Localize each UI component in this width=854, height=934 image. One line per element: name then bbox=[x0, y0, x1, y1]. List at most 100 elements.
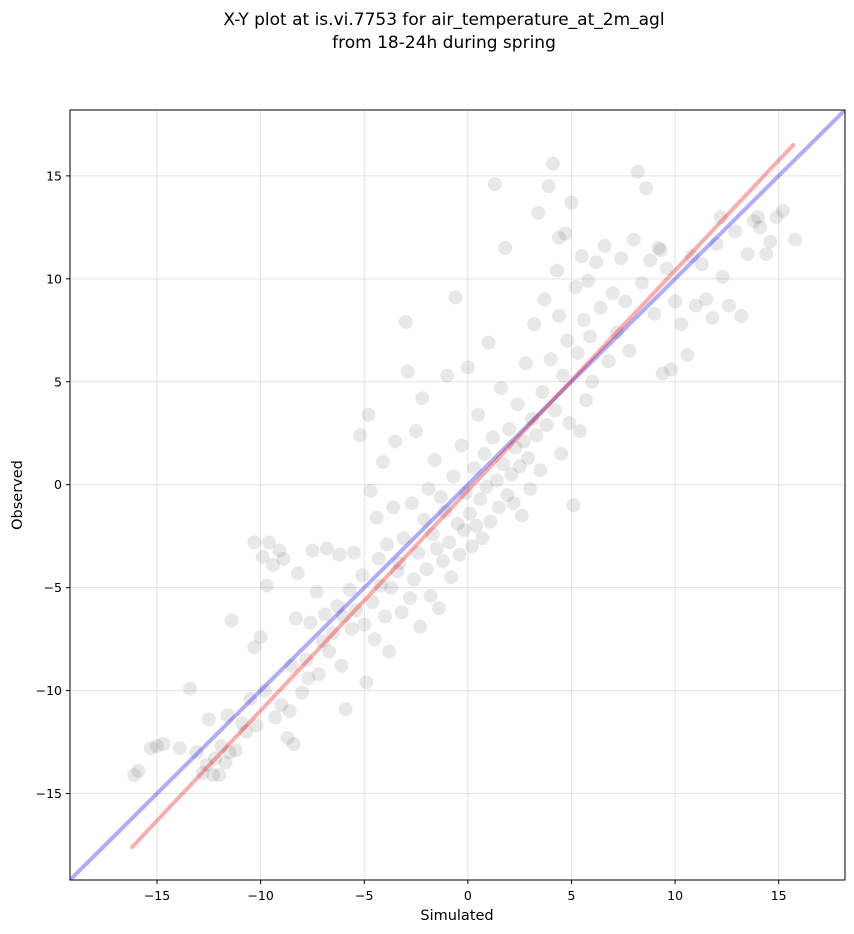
data-point bbox=[639, 181, 654, 196]
data-point bbox=[502, 422, 517, 437]
data-point bbox=[763, 234, 778, 249]
data-point bbox=[759, 247, 774, 262]
data-point bbox=[172, 741, 187, 756]
data-point bbox=[239, 724, 254, 739]
y-tick-label: −5 bbox=[44, 580, 62, 595]
data-point bbox=[183, 681, 198, 696]
data-point bbox=[614, 251, 629, 266]
data-point bbox=[547, 403, 562, 418]
data-point bbox=[255, 549, 270, 564]
data-point bbox=[508, 440, 523, 455]
data-point bbox=[498, 240, 513, 255]
data-point bbox=[460, 360, 475, 375]
data-point bbox=[156, 737, 171, 752]
y-tick-label: 10 bbox=[46, 271, 62, 286]
data-point bbox=[450, 516, 465, 531]
data-point bbox=[589, 255, 604, 270]
data-point bbox=[396, 531, 411, 546]
data-point bbox=[728, 224, 743, 239]
data-point bbox=[353, 428, 368, 443]
data-point bbox=[535, 385, 550, 400]
data-point bbox=[788, 232, 803, 247]
data-point bbox=[208, 751, 223, 766]
data-point bbox=[545, 156, 560, 171]
data-point bbox=[423, 588, 438, 603]
data-point bbox=[456, 523, 471, 537]
data-point bbox=[467, 461, 482, 476]
data-point bbox=[668, 294, 683, 309]
data-point bbox=[477, 446, 492, 461]
data-point bbox=[543, 352, 558, 367]
data-point bbox=[643, 253, 658, 268]
data-point bbox=[630, 164, 645, 179]
data-point bbox=[564, 195, 579, 210]
data-point bbox=[489, 473, 504, 488]
data-point bbox=[382, 644, 397, 659]
data-point bbox=[272, 543, 287, 558]
data-point bbox=[433, 490, 448, 505]
data-point bbox=[406, 572, 421, 587]
data-point bbox=[417, 512, 432, 527]
data-point bbox=[483, 514, 498, 529]
data-point bbox=[400, 364, 415, 379]
data-point bbox=[253, 630, 268, 645]
data-point bbox=[261, 535, 276, 550]
data-point bbox=[224, 613, 239, 628]
data-point bbox=[222, 745, 237, 760]
x-axis-ticks: −15 −10 −5 0 5 10 15 bbox=[144, 880, 787, 903]
scatter-points bbox=[127, 156, 803, 782]
data-point bbox=[386, 500, 401, 515]
data-point bbox=[653, 243, 668, 257]
x-tick-label: −10 bbox=[247, 888, 273, 903]
data-point bbox=[295, 685, 310, 700]
gridlines bbox=[70, 110, 845, 880]
data-point bbox=[663, 362, 678, 377]
data-point bbox=[435, 553, 450, 568]
x-tick-label: −5 bbox=[355, 888, 373, 903]
data-point bbox=[610, 325, 625, 340]
data-point bbox=[750, 210, 765, 225]
data-point bbox=[143, 741, 158, 756]
data-point bbox=[576, 313, 591, 327]
data-point bbox=[247, 535, 262, 550]
data-point bbox=[680, 348, 695, 362]
data-point bbox=[425, 527, 440, 542]
data-point bbox=[514, 508, 529, 523]
data-point bbox=[380, 537, 395, 552]
data-point bbox=[369, 510, 384, 525]
data-point bbox=[373, 578, 388, 593]
data-point bbox=[371, 551, 386, 566]
data-point bbox=[491, 500, 506, 515]
data-point bbox=[552, 230, 567, 245]
data-point bbox=[346, 545, 361, 560]
data-point bbox=[674, 317, 689, 332]
data-point bbox=[618, 294, 633, 309]
fit-line bbox=[130, 143, 796, 850]
x-axis-label: Simulated bbox=[420, 908, 493, 924]
data-point bbox=[539, 418, 554, 432]
y-tick-label: −10 bbox=[36, 683, 62, 698]
data-point bbox=[234, 716, 249, 731]
data-point bbox=[415, 391, 430, 406]
data-point bbox=[578, 393, 593, 408]
data-point bbox=[541, 179, 556, 194]
data-point bbox=[228, 743, 243, 758]
data-point bbox=[286, 737, 301, 752]
data-point bbox=[355, 568, 370, 583]
data-point bbox=[549, 263, 564, 278]
data-point bbox=[243, 691, 258, 706]
data-point bbox=[301, 671, 316, 686]
data-point bbox=[199, 757, 214, 772]
data-point bbox=[721, 298, 736, 313]
data-point bbox=[299, 652, 314, 667]
data-point bbox=[365, 595, 380, 610]
data-point bbox=[394, 605, 409, 620]
data-point bbox=[709, 236, 724, 251]
data-point bbox=[556, 368, 571, 383]
data-point bbox=[597, 238, 612, 253]
chart-title: X-Y plot at is.vi.7753 for air_temperatu… bbox=[223, 10, 664, 30]
data-point bbox=[574, 249, 589, 264]
data-point bbox=[438, 504, 453, 519]
data-point bbox=[695, 257, 710, 272]
data-point bbox=[411, 545, 426, 560]
